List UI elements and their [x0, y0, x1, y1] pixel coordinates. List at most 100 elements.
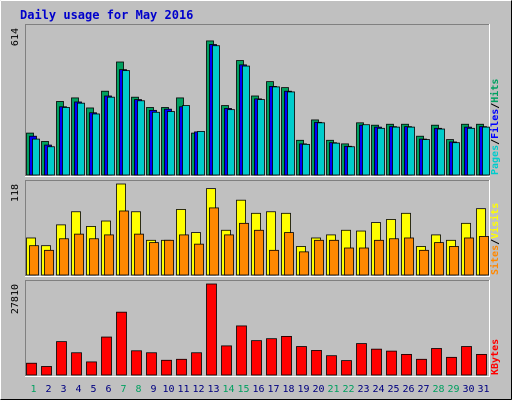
bar-hits-day-12: Hits 12: 182 [197, 131, 205, 176]
x-tick-label-day-8: 8 [135, 384, 141, 395]
x-tick-label-day-30: 30 [462, 384, 474, 395]
x-tick-label-day-5: 5 [90, 384, 96, 395]
bar-sites-day-30: Sites 30: 48 [464, 237, 474, 276]
x-tick-label-day-29: 29 [447, 384, 459, 395]
bar-sites-day-31: Sites 31: 50 [479, 236, 489, 276]
bar-hits-day-15: Hits 15: 455 [242, 65, 250, 176]
bar-sites-day-7: Sites 7: 83 [119, 210, 129, 276]
x-tick-label-day-15: 15 [237, 384, 249, 395]
bar-kbytes-day-17: KBytes 17: 11100 [266, 338, 277, 376]
x-tick-label-day-3: 3 [60, 384, 66, 395]
bar-kbytes-day-6: KBytes 6: 11600 [101, 336, 112, 376]
chart-panels: Pages 1: 175Pages 2: 140Pages 3: 307Page… [10, 24, 501, 377]
bar-kbytes-day-11: KBytes 11: 4800 [176, 358, 187, 376]
bar-hits-day-30: Hits 30: 195 [467, 127, 475, 176]
bar-kbytes-day-16: KBytes 16: 10500 [251, 340, 262, 376]
bar-sites-day-10: Sites 10: 45 [164, 239, 174, 276]
bar-kbytes-day-20: KBytes 20: 7500 [311, 350, 322, 376]
bar-kbytes-day-26: KBytes 26: 6300 [401, 353, 412, 376]
bar-sites-day-11: Sites 11: 52 [179, 234, 189, 276]
panel-hits-max-label: 614 [10, 28, 21, 46]
bar-sites-day-17: Sites 17: 32 [269, 249, 279, 276]
x-tick-label-day-27: 27 [417, 384, 429, 395]
bar-sites-day-12: Sites 12: 40 [194, 243, 204, 276]
bar-kbytes-day-4: KBytes 4: 6800 [71, 352, 82, 376]
bar-sites-day-9: Sites 9: 42 [149, 242, 159, 276]
bar-kbytes-day-7: KBytes 7: 19200 [116, 311, 127, 376]
x-tick-label-day-9: 9 [150, 384, 156, 395]
x-tick-label-day-24: 24 [372, 384, 384, 395]
bar-sites-day-14: Sites 14: 52 [224, 234, 234, 276]
series-hits: Hits 1: 150 Hits 2: 118 Hits 3: 282 Hits 4:… [32, 45, 490, 176]
axis-label-part: / [490, 103, 501, 109]
panel-hits: Pages 1: 175Pages 2: 140Pages 3: 307Page… [10, 24, 501, 177]
bar-sites-day-1: Sites 1: 38 [29, 245, 39, 276]
bar-hits-day-4: Hits 4: 300 [77, 102, 85, 176]
bar-kbytes-day-12: KBytes 12: 6800 [191, 352, 202, 376]
bar-kbytes-day-29: KBytes 29: 5400 [446, 356, 457, 376]
bar-hits-day-19: Hits 19: 128 [302, 143, 310, 176]
bar-hits-day-3: Hits 3: 282 [62, 107, 70, 176]
bar-hits-day-17: Hits 17: 368 [272, 86, 280, 176]
bar-hits-day-20: Hits 20: 218 [317, 122, 325, 176]
bar-kbytes-day-25: KBytes 25: 7300 [386, 350, 397, 376]
bar-kbytes-day-8: KBytes 8: 7400 [131, 350, 142, 376]
bar-kbytes-day-23: KBytes 23: 9600 [356, 343, 367, 376]
x-tick-label-day-18: 18 [282, 384, 294, 395]
bar-kbytes-day-3: KBytes 3: 10200 [56, 341, 67, 376]
x-tick-label-day-4: 4 [75, 384, 81, 395]
bar-kbytes-day-22: KBytes 22: 4400 [341, 360, 352, 376]
panel-visits: Visits 1: 48Visits 2: 38Visits 3: 65Visi… [10, 180, 501, 277]
bar-kbytes-day-18: KBytes 18: 11800 [281, 335, 292, 376]
bar-kbytes-day-14: KBytes 14: 8900 [221, 345, 232, 376]
bar-kbytes-day-31: KBytes 31: 6300 [476, 353, 487, 376]
panel-kbytes-axis-label: KBytes [490, 339, 501, 375]
bar-sites-day-8: Sites 8: 53 [134, 233, 144, 276]
bar-hits-day-6: Hits 6: 325 [107, 96, 115, 176]
x-tick-label-day-25: 25 [387, 384, 399, 395]
bar-sites-day-20: Sites 20: 45 [314, 239, 324, 276]
bar-sites-day-15: Sites 15: 67 [239, 222, 249, 276]
bar-sites-day-19: Sites 19: 30 [299, 251, 309, 276]
bar-sites-day-6: Sites 6: 52 [104, 234, 114, 276]
series-sites: Sites 1: 38 Sites 2: 32 Sites 3: 47 Sites 4… [29, 207, 489, 276]
bar-hits-day-2: Hits 2: 118 [47, 146, 55, 176]
bar-hits-day-22: Hits 22: 118 [347, 146, 355, 176]
x-tick-label-day-23: 23 [357, 384, 369, 395]
bar-hits-day-5: Hits 5: 255 [92, 113, 100, 176]
axis-label-part: Sites [489, 245, 501, 275]
panel-kbytes-max-label: 27810 [10, 284, 21, 314]
bar-kbytes-day-27: KBytes 27: 4800 [416, 358, 427, 376]
bar-sites-day-22: Sites 22: 35 [344, 247, 354, 276]
bar-sites-day-26: Sites 26: 48 [404, 237, 414, 276]
bar-hits-day-11: Hits 11: 290 [182, 105, 190, 176]
bar-hits-day-7: Hits 7: 436 [122, 70, 130, 176]
x-tick-label-day-31: 31 [477, 384, 489, 395]
x-tick-label-day-22: 22 [342, 384, 354, 395]
bar-kbytes-day-15: KBytes 15: 15000 [236, 325, 247, 376]
bar-hits-day-8: Hits 8: 310 [137, 100, 145, 176]
bar-kbytes-day-24: KBytes 24: 7900 [371, 348, 382, 376]
x-tick-label-day-20: 20 [312, 384, 324, 395]
bar-kbytes-day-28: KBytes 28: 8100 [431, 348, 442, 376]
bar-sites-day-21: Sites 21: 45 [329, 239, 339, 276]
series-kbytes: KBytes 1: 3600 KBytes 2: 2600 KBytes 3: 10… [26, 283, 487, 376]
panel-visits-axis-label: Sites/Visits [489, 203, 501, 275]
x-tick-label-day-10: 10 [162, 384, 174, 395]
x-tick-label-day-14: 14 [222, 384, 234, 395]
chart-title: Daily usage for May 2016 [20, 8, 193, 22]
bar-sites-day-28: Sites 28: 42 [434, 242, 444, 276]
bar-sites-day-25: Sites 25: 47 [389, 238, 399, 276]
bar-hits-day-28: Hits 28: 192 [437, 128, 445, 176]
x-tick-label-day-6: 6 [105, 384, 111, 395]
bar-hits-day-27: Hits 27: 148 [422, 139, 430, 176]
bar-kbytes-day-10: KBytes 10: 4500 [161, 359, 172, 376]
panel-hits-axis-label: Pages/Files/Hits [489, 79, 501, 175]
panel-kbytes: KBytes 1: 3600 KBytes 2: 2600 KBytes 3: 10… [10, 280, 501, 377]
bar-kbytes-day-19: KBytes 19: 8700 [296, 346, 307, 376]
x-tick-label-day-16: 16 [252, 384, 264, 395]
bar-hits-day-21: Hits 21: 133 [332, 142, 340, 176]
bar-sites-day-18: Sites 18: 55 [284, 232, 294, 276]
bar-hits-day-31: Hits 31: 200 [482, 126, 490, 176]
